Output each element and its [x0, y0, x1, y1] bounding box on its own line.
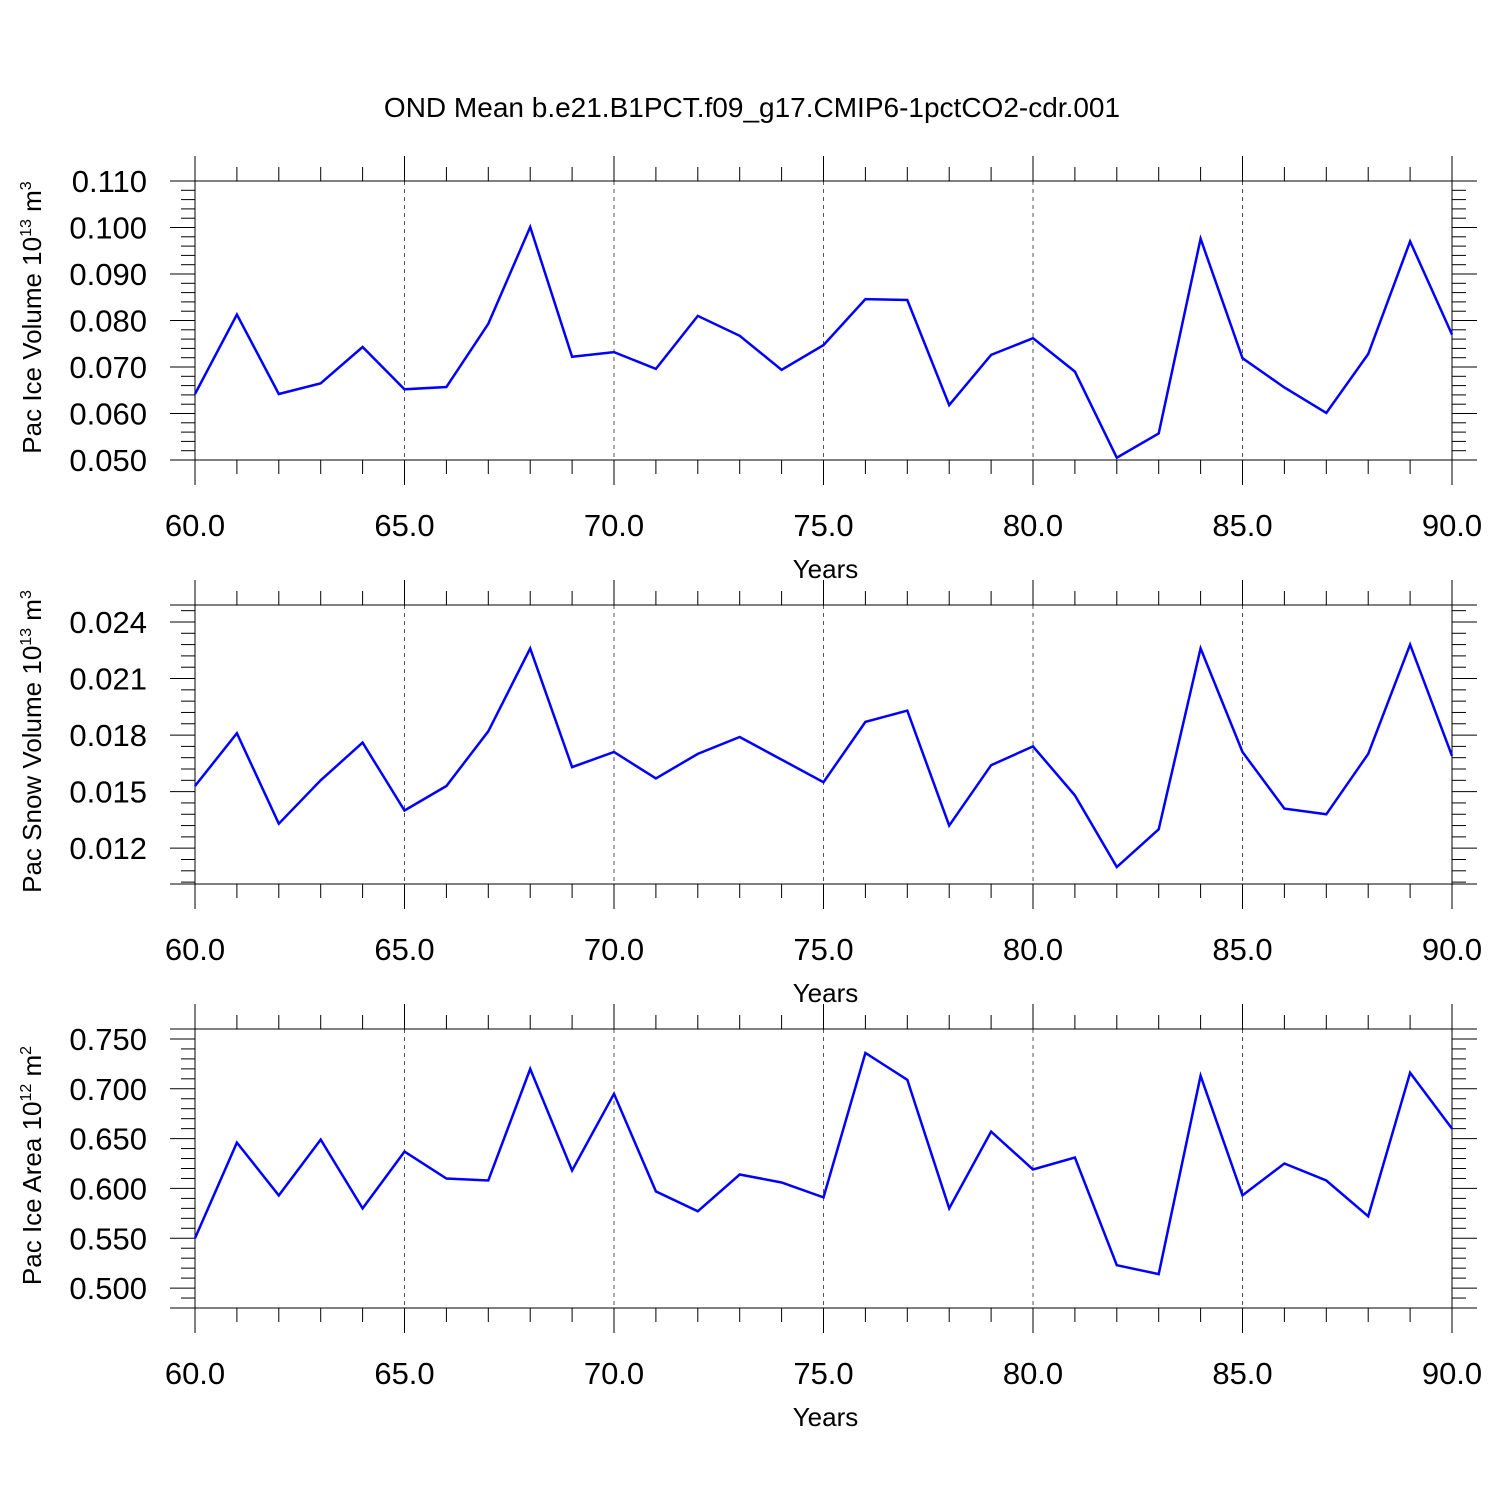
- y-tick-label: 0.600: [69, 1171, 147, 1206]
- x-tick-label: 60.0: [165, 508, 225, 543]
- x-tick-label: 85.0: [1212, 932, 1272, 967]
- x-tick-label: 60.0: [165, 932, 225, 967]
- y-tick-label: 0.012: [69, 831, 147, 866]
- y-axis-title-superscript: 13: [18, 219, 35, 237]
- y-tick-label: 0.024: [69, 605, 147, 640]
- x-tick-label: 65.0: [374, 1356, 434, 1391]
- y-tick-label: 0.070: [69, 350, 147, 385]
- y-tick-label: 0.080: [69, 304, 147, 339]
- y-axis-title-text: Pac Snow Volume 10: [17, 646, 47, 893]
- y-axis-title-superscript: 12: [18, 1084, 35, 1102]
- y-axis-title-text: Pac Ice Volume 10: [17, 237, 47, 454]
- x-tick-label: 80.0: [1003, 508, 1063, 543]
- y-tick-label: 0.110: [72, 164, 147, 199]
- series-line: [193, 1050, 1453, 1276]
- y-axis-title-superscript: 3: [18, 590, 35, 599]
- x-tick-label: 80.0: [1003, 1356, 1063, 1391]
- x-tick-label: 90.0: [1422, 508, 1482, 543]
- x-tick-label: 60.0: [165, 1356, 225, 1391]
- y-axis-title-text: m: [17, 190, 47, 219]
- x-tick-label: 70.0: [584, 932, 644, 967]
- x-tick-label: 90.0: [1422, 1356, 1482, 1391]
- y-axis-title-superscript: 13: [18, 628, 35, 646]
- y-tick-label: 0.500: [69, 1271, 147, 1306]
- y-axis-title-superscript: 3: [18, 181, 35, 190]
- chart-title: OND Mean b.e21.B1PCT.f09_g17.CMIP6-1pctC…: [384, 92, 1120, 123]
- y-tick-label: 0.060: [69, 397, 147, 432]
- y-axis-title: Pac Ice Area 1012 m2: [17, 1046, 47, 1285]
- y-tick-label: 0.090: [69, 257, 147, 292]
- x-tick-label: 90.0: [1422, 932, 1482, 967]
- panel-ice-area: 0.500 0.550 0.600 0.650 0.700 0.750 60.0 65.0 70…: [17, 1004, 1482, 1432]
- x-axis-title: Years: [793, 1402, 859, 1432]
- y-axis-title: Pac Ice Volume 1013 m3: [17, 181, 47, 454]
- y-tick-label: 0.100: [69, 211, 147, 246]
- x-tick-label: 65.0: [374, 932, 434, 967]
- x-axis-title: Years: [793, 554, 859, 584]
- x-tick-label: 75.0: [793, 932, 853, 967]
- panel-snow-volume: 0.012 0.015 0.018 0.021 0.024 60.0 65.0 70.0 75.…: [17, 580, 1482, 1008]
- y-tick-label: 0.550: [69, 1221, 147, 1256]
- y-axis-title-text: m: [17, 599, 47, 628]
- x-axis-title: Years: [793, 978, 859, 1008]
- y-tick-label: 0.700: [69, 1072, 147, 1107]
- x-tick-label: 70.0: [584, 508, 644, 543]
- y-axis-title: Pac Snow Volume 1013 m3: [17, 590, 47, 893]
- x-tick-label: 85.0: [1212, 508, 1272, 543]
- x-tick-label: 80.0: [1003, 932, 1063, 967]
- x-tick-label: 85.0: [1212, 1356, 1272, 1391]
- x-tick-label: 75.0: [793, 1356, 853, 1391]
- x-tick-label: 70.0: [584, 1356, 644, 1391]
- x-tick-label: 65.0: [374, 508, 434, 543]
- x-tick-label: 75.0: [793, 508, 853, 543]
- y-axis-title-superscript: 2: [18, 1046, 35, 1055]
- y-axis-title-text: m: [17, 1055, 47, 1084]
- y-tick-label: 0.015: [69, 775, 147, 810]
- series-line: [193, 223, 1454, 460]
- y-tick-label: 0.650: [69, 1122, 147, 1157]
- y-tick-label: 0.018: [69, 718, 147, 753]
- y-tick-label: 0.021: [69, 662, 147, 697]
- y-tick-label: 0.050: [69, 443, 147, 478]
- y-tick-label: 0.750: [69, 1022, 147, 1057]
- panel-ice-volume: 0.050 0.060 0.070 0.080 0.090 0.100 0.110 60.0 6…: [17, 156, 1482, 584]
- series-line: [194, 641, 1454, 869]
- y-axis-title-text: Pac Ice Area 10: [17, 1102, 47, 1286]
